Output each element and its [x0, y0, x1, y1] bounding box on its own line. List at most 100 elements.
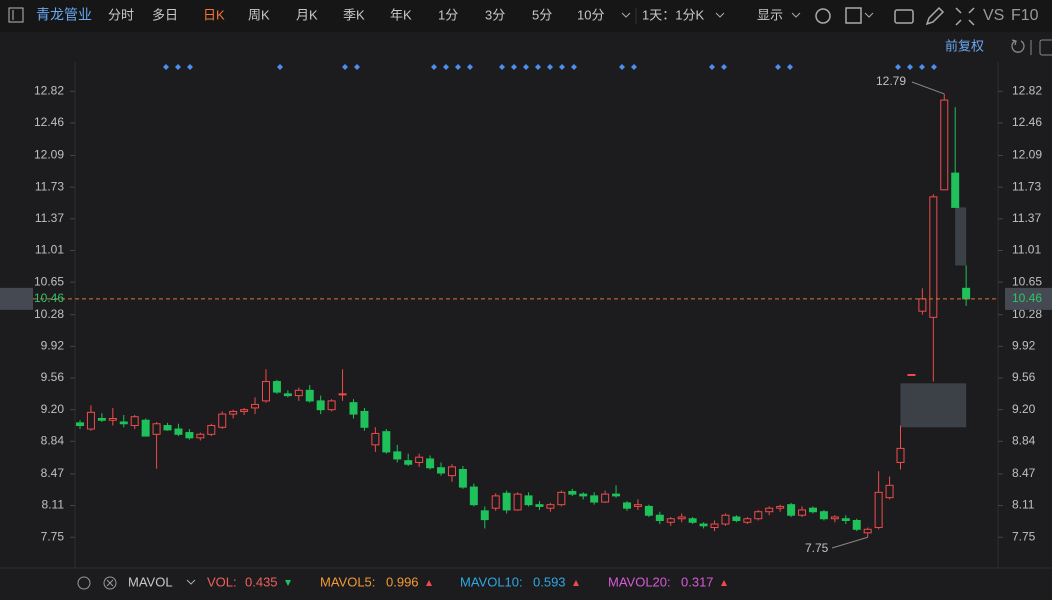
candle-body	[229, 410, 238, 415]
event-marker[interactable]	[721, 64, 727, 70]
candle-body	[841, 518, 850, 522]
candle-body	[349, 402, 358, 415]
candle-body	[830, 516, 839, 520]
vs-button[interactable]: VS	[983, 7, 1004, 24]
candle-body	[261, 381, 270, 402]
y-tick-label: 10.65	[34, 274, 64, 288]
candle-body	[458, 468, 467, 488]
event-marker[interactable]	[775, 64, 781, 70]
candle-body	[732, 516, 741, 522]
event-marker[interactable]	[523, 64, 529, 70]
f10-button[interactable]: F10	[1011, 7, 1039, 24]
event-marker[interactable]	[187, 64, 193, 70]
event-marker[interactable]	[511, 64, 517, 70]
candle-body	[294, 389, 303, 397]
period-tab[interactable]: 多日	[152, 7, 178, 22]
event-marker[interactable]	[431, 64, 437, 70]
event-marker[interactable]	[163, 64, 169, 70]
y-tick-label: 10.28	[1012, 307, 1042, 321]
event-marker[interactable]	[907, 64, 913, 70]
candle-body	[808, 507, 817, 513]
indicator-value: 0.317	[681, 574, 714, 589]
indicator-value: 0.435	[245, 574, 278, 589]
period-tab[interactable]: 周K	[248, 7, 270, 22]
period-tab[interactable]: 10分	[577, 7, 604, 22]
event-marker[interactable]	[354, 64, 360, 70]
period-tab[interactable]: 日K	[203, 7, 225, 22]
period-tab[interactable]: 5分	[532, 7, 552, 22]
panel-icon[interactable]	[1039, 39, 1052, 56]
toolbar	[0, 0, 1052, 32]
period-tab[interactable]: 1分	[438, 7, 458, 22]
event-marker[interactable]	[467, 64, 473, 70]
indicator-name: MAVOL	[128, 574, 173, 589]
sidebar-icon[interactable]	[8, 7, 24, 23]
event-marker[interactable]	[787, 64, 793, 70]
stock-name[interactable]: 青龙管业	[36, 7, 92, 23]
event-marker[interactable]	[342, 64, 348, 70]
adjust-button[interactable]: 前复权	[945, 38, 984, 53]
y-tick-label: 9.92	[1012, 339, 1036, 353]
event-marker[interactable]	[571, 64, 577, 70]
candle-body	[655, 514, 664, 522]
indicator-label: MAVOL20:	[608, 574, 671, 589]
candle-body	[754, 511, 763, 520]
candle-body	[699, 523, 708, 527]
display-menu[interactable]: 显示	[757, 7, 783, 22]
candle-body	[721, 514, 730, 525]
event-marker[interactable]	[559, 64, 565, 70]
camera-icon[interactable]	[894, 9, 914, 24]
candle-body	[185, 432, 194, 439]
period-tab[interactable]: 月K	[296, 7, 318, 22]
draw-icon[interactable]	[925, 6, 945, 26]
event-marker[interactable]	[619, 64, 625, 70]
event-marker[interactable]	[547, 64, 553, 70]
period-tab[interactable]: 分时	[108, 7, 134, 22]
candle-body	[97, 417, 106, 421]
y-tick-label: 11.73	[35, 179, 64, 193]
event-marker[interactable]	[931, 64, 937, 70]
event-marker[interactable]	[277, 64, 283, 70]
y-tick-label: 10.28	[34, 307, 64, 321]
dropdown-arrow	[864, 12, 874, 18]
indicator-values: VOL: 0.435 MAVOL5: 0.996 MAVOL10: 0.593 MAVOL2…	[207, 574, 727, 589]
event-marker[interactable]	[175, 64, 181, 70]
dropdown-arrow	[621, 12, 631, 18]
event-marker[interactable]	[895, 64, 901, 70]
candle-body	[393, 451, 402, 460]
event-marker[interactable]	[631, 64, 637, 70]
gap-zone	[900, 383, 967, 428]
indicator-settings[interactable]	[77, 576, 91, 590]
candle-body	[207, 425, 216, 435]
event-marker[interactable]	[535, 64, 541, 70]
reset-icon[interactable]	[1011, 39, 1025, 53]
price-badge	[1005, 287, 1052, 310]
candle-body	[776, 505, 785, 509]
settings-icon[interactable]	[815, 8, 831, 24]
candle-body	[108, 417, 117, 421]
candle-body	[951, 172, 960, 208]
indicator-label: MAVOL5:	[320, 574, 375, 589]
candle-body	[623, 502, 631, 509]
fullscreen-icon[interactable]	[955, 7, 975, 26]
style-icon[interactable]	[845, 7, 862, 24]
indicator-value: 0.996	[386, 574, 419, 589]
candle-body	[480, 510, 489, 521]
candle-body	[437, 467, 446, 474]
dropdown-arrow	[186, 579, 196, 585]
candle-body	[338, 393, 347, 396]
candle-body	[601, 493, 610, 503]
period-tab[interactable]: 季K	[343, 7, 365, 22]
y-tick-label: 9.56	[1012, 370, 1036, 384]
candle-body	[633, 504, 642, 507]
period-tab[interactable]: 3分	[485, 7, 505, 22]
event-marker[interactable]	[709, 64, 715, 70]
event-marker[interactable]	[499, 64, 505, 70]
indicator-close[interactable]	[103, 576, 117, 590]
event-marker[interactable]	[443, 64, 449, 70]
period-tab[interactable]: 年K	[390, 7, 412, 22]
candle-body	[305, 389, 314, 402]
event-marker[interactable]	[455, 64, 461, 70]
event-marker[interactable]	[919, 64, 925, 70]
interval-select[interactable]: 1天：1分K	[642, 7, 704, 22]
